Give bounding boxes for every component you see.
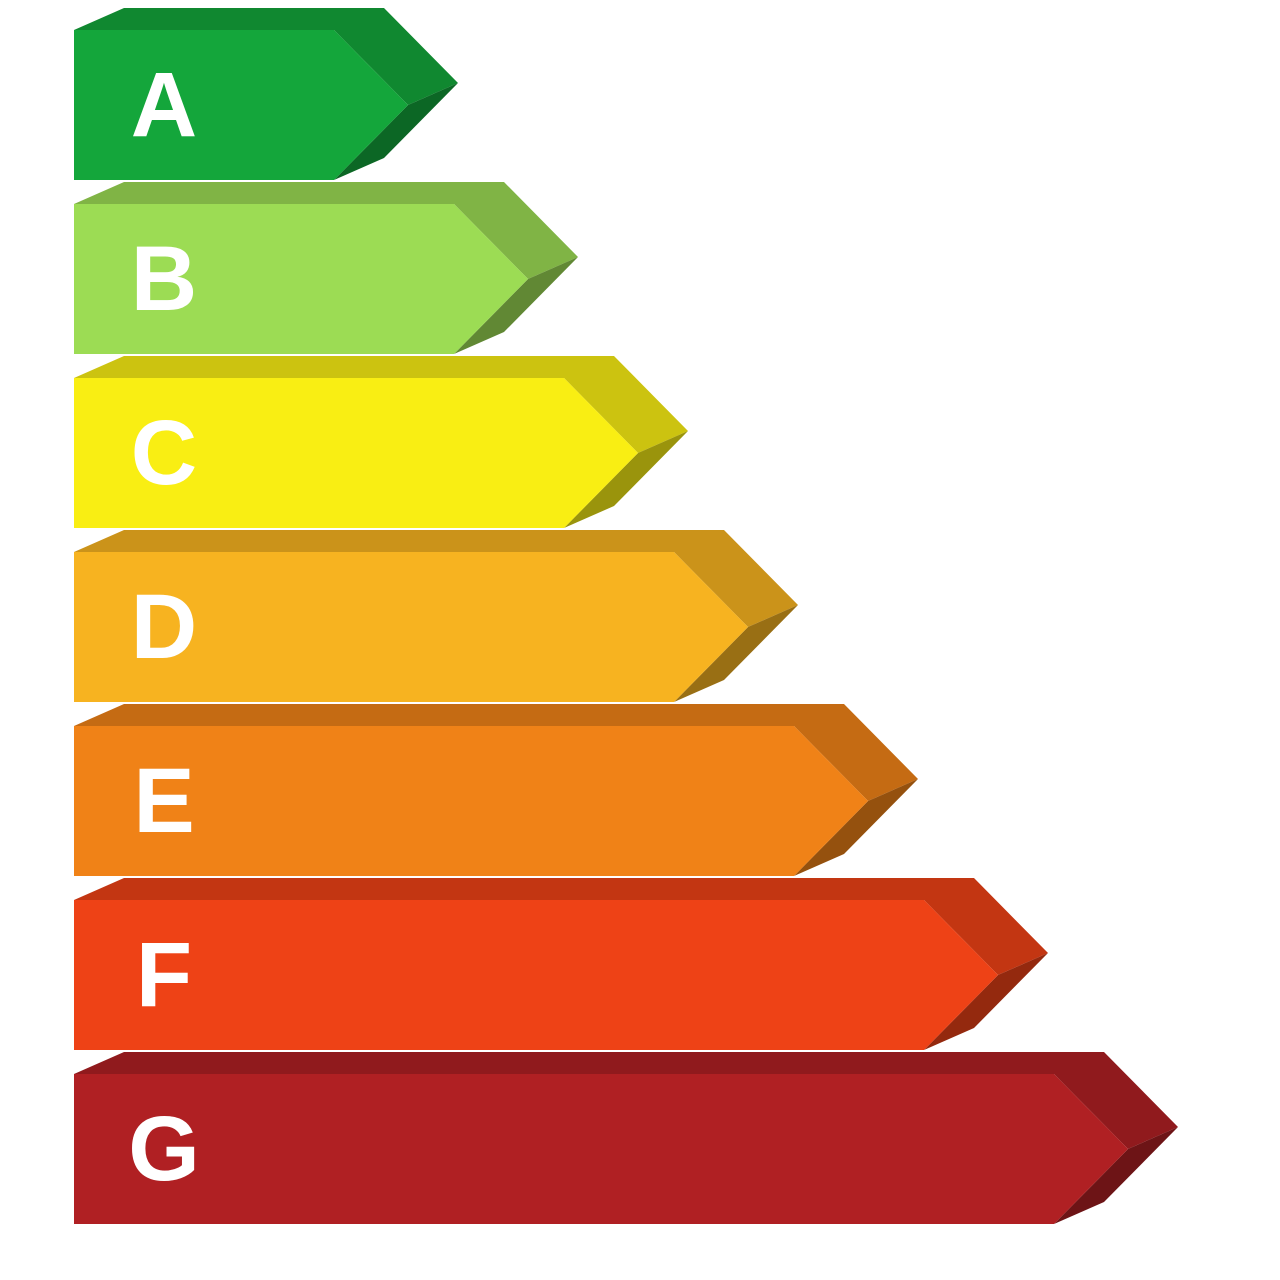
- rating-label: F: [136, 924, 192, 1026]
- rating-label: B: [131, 228, 197, 330]
- rating-label: G: [128, 1098, 200, 1200]
- bar-front-face: [74, 1074, 1128, 1224]
- rating-label: E: [133, 750, 194, 852]
- rating-bar-c: C: [74, 356, 688, 528]
- rating-bar-d: D: [74, 530, 798, 702]
- rating-bar-b: B: [74, 182, 578, 354]
- bar-front-face: [74, 900, 998, 1050]
- rating-bar-g: G: [74, 1052, 1178, 1224]
- rating-label: D: [131, 576, 197, 678]
- rating-bar-a: A: [74, 8, 458, 180]
- chart-bars-group: ABCDEFG: [74, 8, 1178, 1224]
- rating-label: A: [131, 54, 197, 156]
- rating-bar-e: E: [74, 704, 918, 876]
- rating-bar-f: F: [74, 878, 1048, 1050]
- energy-rating-chart: ABCDEFG: [0, 0, 1280, 1280]
- rating-label: C: [131, 402, 197, 504]
